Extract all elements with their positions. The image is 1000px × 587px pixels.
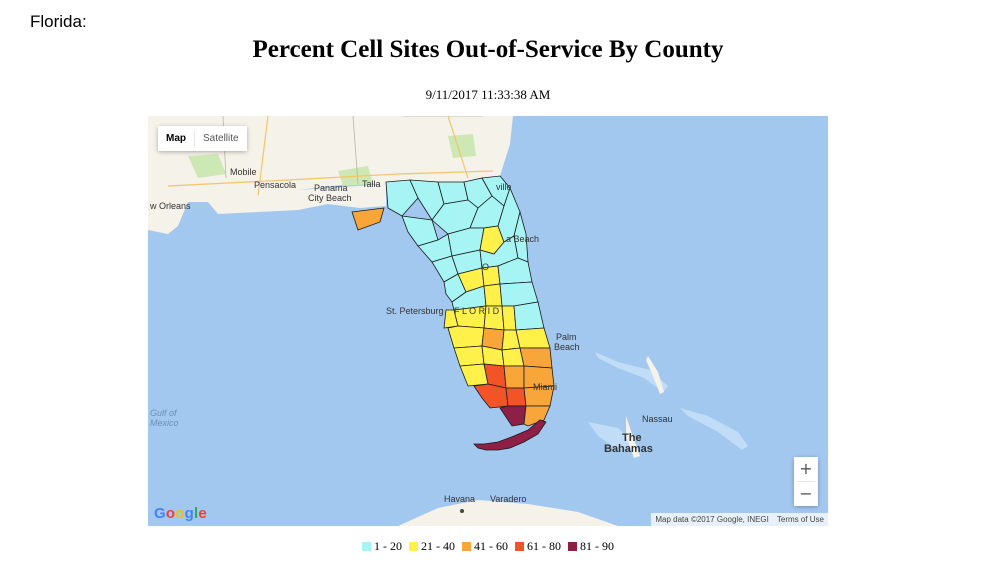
county[interactable] bbox=[497, 257, 533, 285]
bahamas-bank bbox=[588, 422, 638, 450]
map-canvas[interactable] bbox=[148, 116, 828, 526]
county-keys[interactable] bbox=[473, 419, 547, 451]
legend-item: 81 - 90 bbox=[568, 539, 614, 554]
place-label-varadero: Varadero bbox=[490, 494, 527, 504]
panhandle-land bbox=[208, 184, 386, 214]
legend-swatch bbox=[568, 542, 577, 551]
bahamas-bank bbox=[680, 408, 748, 450]
place-label-gulf-of: Gulf of bbox=[150, 408, 177, 418]
county[interactable] bbox=[447, 325, 485, 349]
place-label-the: The bbox=[622, 432, 642, 444]
legend-swatch bbox=[515, 542, 524, 551]
legend-swatch bbox=[462, 542, 471, 551]
county[interactable] bbox=[499, 281, 539, 307]
county[interactable] bbox=[483, 283, 503, 307]
legend-label: 81 - 90 bbox=[580, 539, 614, 553]
map-type-control: Map Satellite bbox=[158, 126, 247, 151]
google-logo[interactable]: Google bbox=[154, 505, 207, 522]
place-label-havana: Havana bbox=[444, 494, 476, 504]
zoom-in-button[interactable]: + bbox=[794, 457, 818, 481]
county[interactable] bbox=[505, 387, 527, 407]
place-label-pensacola: Pensacola bbox=[254, 180, 297, 190]
place-label-florida: F L O R I D bbox=[454, 306, 500, 316]
map-type-map-button[interactable]: Map bbox=[158, 126, 194, 151]
legend-item: 21 - 40 bbox=[409, 539, 455, 554]
park bbox=[188, 154, 226, 178]
place-label-mobile: Mobile bbox=[230, 167, 257, 177]
legend-label: 61 - 80 bbox=[527, 539, 561, 553]
place-label-nassau: Nassau bbox=[642, 414, 673, 424]
place-label-tallahassee: Talla bbox=[362, 179, 381, 189]
place-label-orlando: O bbox=[482, 262, 490, 272]
legend-label: 21 - 40 bbox=[421, 539, 455, 553]
cuba bbox=[398, 500, 618, 526]
legend-label: 41 - 60 bbox=[474, 539, 508, 553]
bahamas-island bbox=[626, 416, 640, 458]
place-label-city-beach: City Beach bbox=[308, 193, 352, 203]
place-label-palm: Palm bbox=[556, 332, 577, 342]
google-logo-text: Google bbox=[154, 505, 207, 522]
place-label-new-orleans: w Orleans bbox=[150, 201, 191, 211]
havana-marker bbox=[460, 509, 464, 513]
legend-item: 41 - 60 bbox=[462, 539, 508, 554]
terms-of-use-link[interactable]: Terms of Use bbox=[776, 515, 824, 524]
zoom-out-button[interactable]: − bbox=[794, 482, 818, 506]
state-label: Florida: bbox=[30, 12, 87, 31]
county[interactable] bbox=[385, 179, 419, 217]
legend: 1 - 20 21 - 40 41 - 60 61 - 80 81 - 90 bbox=[0, 539, 976, 555]
place-label-panama: Panama bbox=[314, 183, 348, 193]
place-label-st-petersburg: St. Petersburg bbox=[386, 306, 444, 316]
map[interactable]: Mobile Pensacola Panama City Beach Talla… bbox=[148, 116, 828, 526]
louisiana-coast bbox=[148, 202, 188, 234]
legend-swatch bbox=[362, 542, 371, 551]
county[interactable] bbox=[513, 210, 529, 263]
legend-swatch bbox=[409, 542, 418, 551]
legend-item: 61 - 80 bbox=[515, 539, 561, 554]
attribution-text: Map data ©2017 Google, INEGI bbox=[655, 515, 769, 524]
place-label-jacksonville: ville bbox=[496, 182, 512, 192]
place-label-bahamas: Bahamas bbox=[604, 443, 653, 455]
bahamas-island bbox=[646, 356, 664, 394]
zoom-control: + − bbox=[794, 457, 818, 506]
county[interactable] bbox=[351, 207, 385, 231]
county[interactable] bbox=[519, 347, 553, 369]
park bbox=[448, 134, 476, 158]
legend-label: 1 - 20 bbox=[374, 539, 402, 553]
bahamas-bank bbox=[595, 352, 668, 392]
page-title: Percent Cell Sites Out-of-Service By Cou… bbox=[252, 36, 724, 63]
highway bbox=[167, 116, 494, 197]
divider bbox=[194, 130, 195, 147]
county[interactable] bbox=[515, 327, 551, 349]
place-label-beach: Beach bbox=[554, 342, 580, 352]
map-attribution: Map data ©2017 Google, INEGI Terms of Us… bbox=[651, 513, 828, 526]
place-label-miami: Miami bbox=[533, 382, 557, 392]
place-label-mexico: Mexico bbox=[150, 418, 179, 428]
legend-item: 1 - 20 bbox=[362, 539, 402, 554]
map-type-satellite-button[interactable]: Satellite bbox=[195, 126, 247, 151]
divider bbox=[797, 481, 815, 482]
timestamp: 9/11/2017 11:33:38 AM bbox=[425, 87, 551, 102]
place-label-daytona-beach: a Beach bbox=[506, 234, 540, 244]
county[interactable] bbox=[503, 365, 525, 389]
